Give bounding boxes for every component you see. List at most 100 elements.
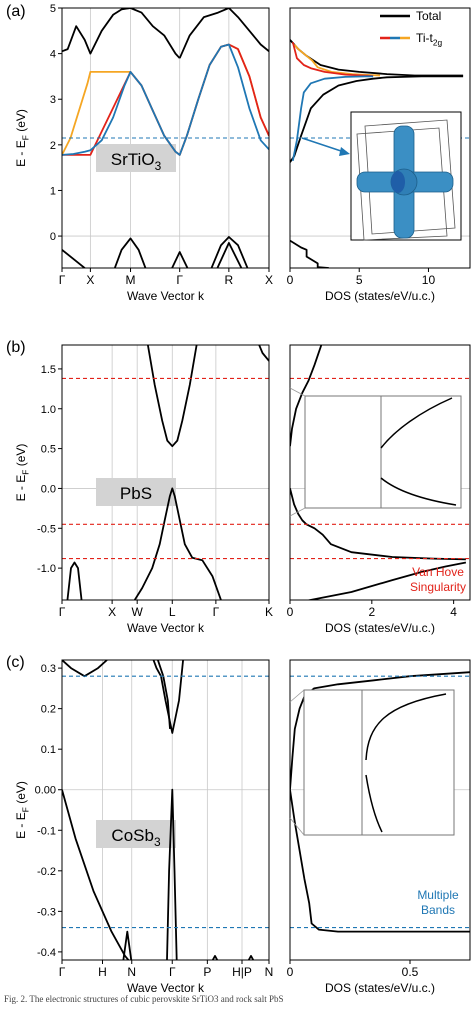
- kpoint-label: H: [98, 965, 107, 979]
- kpoint-label: H|P: [232, 965, 252, 979]
- kpoint-label: Γ: [59, 273, 66, 287]
- dos-line-blue: [291, 75, 374, 161]
- band-line-black: [258, 345, 269, 362]
- kpoint-label: P: [203, 965, 211, 979]
- y-tick-label: 1.0: [41, 404, 56, 416]
- kpoint-label: N: [265, 965, 274, 979]
- band-y-axis-label: E - EF (eV): [14, 109, 30, 167]
- kpoint-label: Γ: [213, 605, 220, 619]
- band-y-axis-label: E - EF (eV): [14, 444, 30, 502]
- y-tick-label: 2: [50, 140, 56, 152]
- material-label: CoSb3: [111, 826, 161, 849]
- dos-x-tick-label: 10: [422, 273, 436, 287]
- kpoint-label: L: [169, 605, 176, 619]
- band-lines: [62, 660, 255, 960]
- fermi-surface-inset: [301, 111, 462, 241]
- band-line-black: [178, 8, 269, 59]
- band-line-black: [133, 487, 222, 600]
- panel-label: (b): [6, 339, 26, 356]
- dos-x-tick-label: 4: [450, 605, 457, 619]
- y-tick-label: -0.3: [37, 906, 56, 918]
- dos-x-tick-label: 5: [356, 273, 363, 287]
- inset-frame: [303, 689, 455, 836]
- band-x-axis-label: Wave Vector k: [127, 621, 205, 635]
- band-axes-frame: [61, 344, 270, 601]
- y-tick-label: 0.1: [41, 744, 56, 756]
- dos-lines: [290, 39, 464, 268]
- isosurface-front-lobe: [391, 171, 405, 193]
- band-line-black: [113, 237, 147, 268]
- band-line-black: [122, 930, 133, 960]
- y-tick-label: -0.1: [37, 825, 56, 837]
- y-tick-label: 4: [50, 49, 56, 61]
- panel-2: CoSb3 -0.4 -0.3 -0.2 -0.1 0.00 0.1 0.2 0.3 Γ H N Γ P H…: [6, 654, 471, 995]
- zoom-inset-b: [289, 387, 462, 517]
- dos-x-tick-label: 0: [287, 605, 294, 619]
- dos-line-black: [290, 789, 470, 933]
- kpoint-label: R: [225, 273, 234, 287]
- material-label-box: [96, 478, 176, 506]
- kpoint-label: Γ: [59, 605, 66, 619]
- panel-1: PbS -1.0 -0.5 0.0 0.5 1.0 1.5 Γ X W L Γ K Wave Vector…: [6, 339, 471, 635]
- legend-total-label: Total: [416, 9, 441, 23]
- band-line-black: [211, 955, 219, 960]
- band-line-black: [216, 241, 243, 268]
- dos-x-axis-label: DOS (states/eV/u.c.): [325, 289, 435, 303]
- band-line-black: [62, 8, 181, 59]
- y-tick-label: 0.5: [41, 444, 56, 456]
- panel-label: (c): [6, 654, 25, 671]
- y-tick-label: 3: [50, 94, 56, 106]
- zoom-guide-top: [289, 689, 305, 703]
- dos-x-tick-label: 2: [368, 605, 375, 619]
- dos-axes-frame: [289, 7, 471, 269]
- band-line-black: [146, 345, 198, 448]
- inset-arrow-line: [301, 137, 345, 153]
- panel-0: SrTiO3 0 1 2 3 4 5 Γ X M Γ R X Wave Vector k E - EF (e…: [6, 3, 471, 303]
- y-tick-label: -0.4: [37, 947, 56, 959]
- band-x-axis-label: Wave Vector k: [127, 981, 205, 995]
- inset-curve-lower: [380, 477, 457, 506]
- y-tick-label: 0.3: [41, 663, 56, 675]
- band-lines: [62, 8, 269, 268]
- y-tick-label: 0.0: [41, 483, 56, 495]
- band-line-black: [62, 789, 130, 960]
- band-line-black: [166, 788, 178, 960]
- y-tick-label: -0.2: [37, 866, 56, 878]
- zoom-guide-bottom: [289, 507, 306, 517]
- kpoint-label: K: [265, 605, 273, 619]
- material-label: SrTiO3: [111, 150, 162, 173]
- band-line-black: [247, 955, 255, 960]
- legend-ti-label: Ti-t2g: [416, 31, 443, 47]
- zoom-guide-bottom: [289, 817, 305, 836]
- inset-curve-upper: [380, 397, 453, 449]
- kpoint-label: Γ: [176, 273, 183, 287]
- cube-back: [364, 119, 456, 235]
- dos-line-black: [305, 561, 467, 600]
- panel-label: (a): [6, 3, 26, 20]
- band-line-black: [62, 249, 87, 268]
- material-label-box: [96, 820, 176, 848]
- inset-arrow-head: [339, 147, 350, 156]
- dos-x-tick-label: 0: [287, 273, 294, 287]
- dos-annotation-line2: Singularity: [410, 580, 466, 594]
- kpoint-label: X: [86, 273, 94, 287]
- zoom-inset-c: [289, 689, 455, 836]
- band-line-black: [210, 236, 249, 268]
- dos-line-black: [290, 239, 329, 268]
- y-tick-label: 1.5: [41, 364, 56, 376]
- kpoint-label: N: [127, 965, 136, 979]
- dos-axes-frame: [289, 659, 471, 961]
- kpoint-label: M: [126, 273, 136, 287]
- dos-annotation-line2: Bands: [421, 903, 455, 917]
- material-label-box: [96, 144, 176, 172]
- band-line-black: [156, 660, 171, 729]
- dos-axes-frame: [289, 344, 471, 601]
- kpoint-label: X: [108, 605, 116, 619]
- kpoint-label: Γ: [169, 965, 176, 979]
- band-line-black: [66, 561, 83, 600]
- y-tick-label: 1: [50, 185, 56, 197]
- dos-x-axis-label: DOS (states/eV/u.c.): [325, 981, 435, 995]
- band-axes-frame: [61, 7, 270, 269]
- y-tick-label: 0: [50, 231, 56, 243]
